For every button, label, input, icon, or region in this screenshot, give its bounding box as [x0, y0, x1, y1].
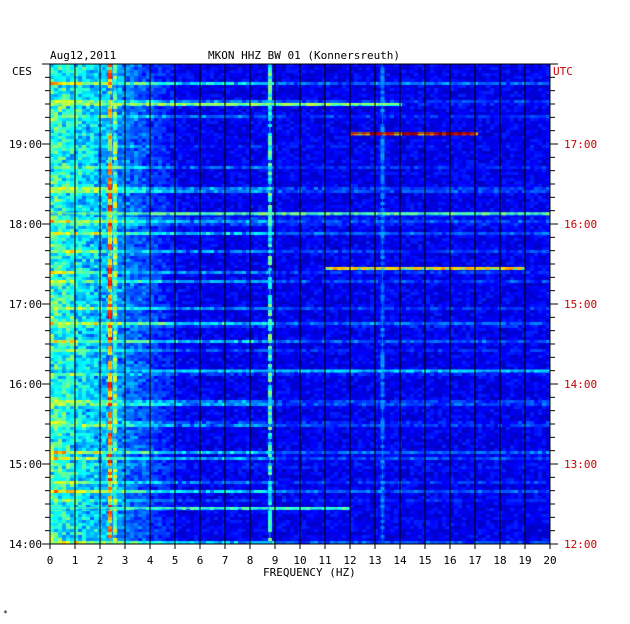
- left-axis-label: CES: [12, 65, 32, 78]
- right-time-label: 12:00: [564, 538, 597, 551]
- right-axis-label: UTC: [553, 65, 573, 78]
- left-time-label: 14:00: [9, 538, 42, 551]
- right-time-label: 13:00: [564, 458, 597, 471]
- x-tick-label: 20: [543, 554, 556, 567]
- left-time-label: 15:00: [9, 458, 42, 471]
- x-tick-label: 11: [318, 554, 331, 567]
- right-time-label: 14:00: [564, 378, 597, 391]
- x-tick-label: 5: [172, 554, 179, 567]
- x-tick-label: 10: [293, 554, 306, 567]
- x-tick-label: 19: [518, 554, 531, 567]
- x-tick-label: 13: [368, 554, 381, 567]
- axis-ticks: 0 1 2 3 4 5 6 7 8 9 10 11 12 13 14 15 16 17 18 19 2019:0018:…: [9, 63, 597, 567]
- right-time-label: 15:00: [564, 298, 597, 311]
- x-tick-label: 15: [418, 554, 431, 567]
- x-tick-label: 4: [147, 554, 154, 567]
- left-time-label: 17:00: [9, 298, 42, 311]
- frequency-gridlines: [49, 63, 551, 545]
- x-tick-label: 2: [97, 554, 104, 567]
- corner-mark: *: [3, 609, 8, 618]
- x-tick-label: 18: [493, 554, 506, 567]
- x-tick-label: 9: [272, 554, 279, 567]
- x-tick-label: 14: [393, 554, 407, 567]
- x-tick-label: 12: [343, 554, 356, 567]
- x-tick-label: 17: [468, 554, 481, 567]
- x-axis-label: FREQUENCY (HZ): [263, 566, 356, 579]
- right-time-label: 17:00: [564, 138, 597, 151]
- left-time-label: 16:00: [9, 378, 42, 391]
- left-time-label: 19:00: [9, 138, 42, 151]
- station-title: MKON HHZ BW 01 (Konnersreuth): [208, 49, 400, 62]
- x-tick-label: 0: [47, 554, 54, 567]
- x-tick-label: 6: [197, 554, 204, 567]
- x-tick-label: 1: [72, 554, 79, 567]
- x-tick-label: 8: [247, 554, 254, 567]
- x-tick-label: 7: [222, 554, 229, 567]
- left-time-label: 18:00: [9, 218, 42, 231]
- x-tick-label: 16: [443, 554, 456, 567]
- x-tick-label: 3: [122, 554, 129, 567]
- right-time-label: 16:00: [564, 218, 597, 231]
- date-label: Aug12,2011: [50, 49, 116, 62]
